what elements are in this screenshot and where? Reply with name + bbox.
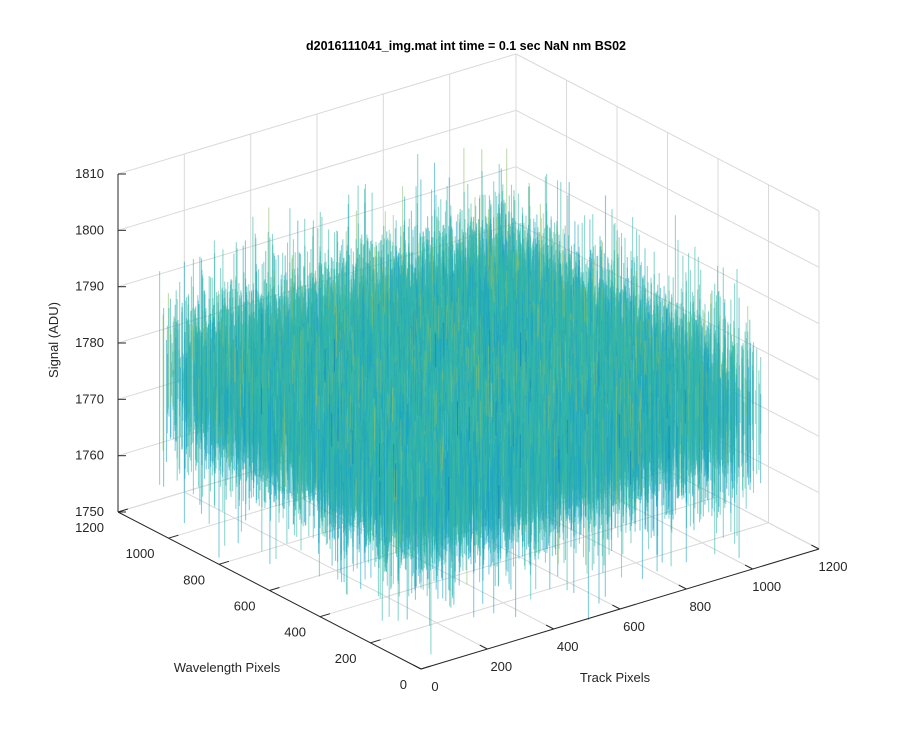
surface-layer — [159, 148, 762, 655]
back-wall-gridline-z — [117, 109, 517, 231]
side-wall-gridline-z — [515, 53, 820, 212]
side-wall-gridline-z — [515, 109, 820, 268]
side-wall-gridline-z — [515, 222, 820, 381]
back-wall-gridline-z — [117, 53, 517, 175]
side-wall-gridline-z — [515, 166, 820, 325]
floor-gridline-y — [370, 522, 769, 644]
